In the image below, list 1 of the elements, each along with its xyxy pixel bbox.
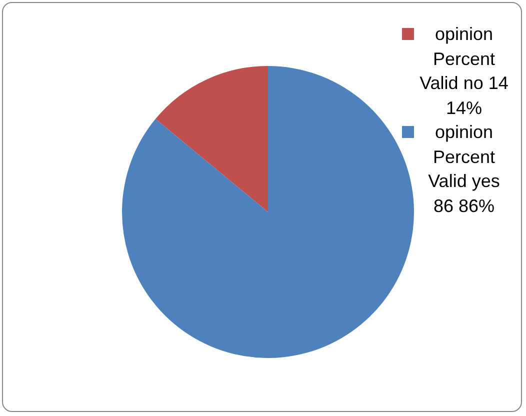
legend-label: opinion Percent Valid yes 86 86% bbox=[427, 121, 501, 218]
